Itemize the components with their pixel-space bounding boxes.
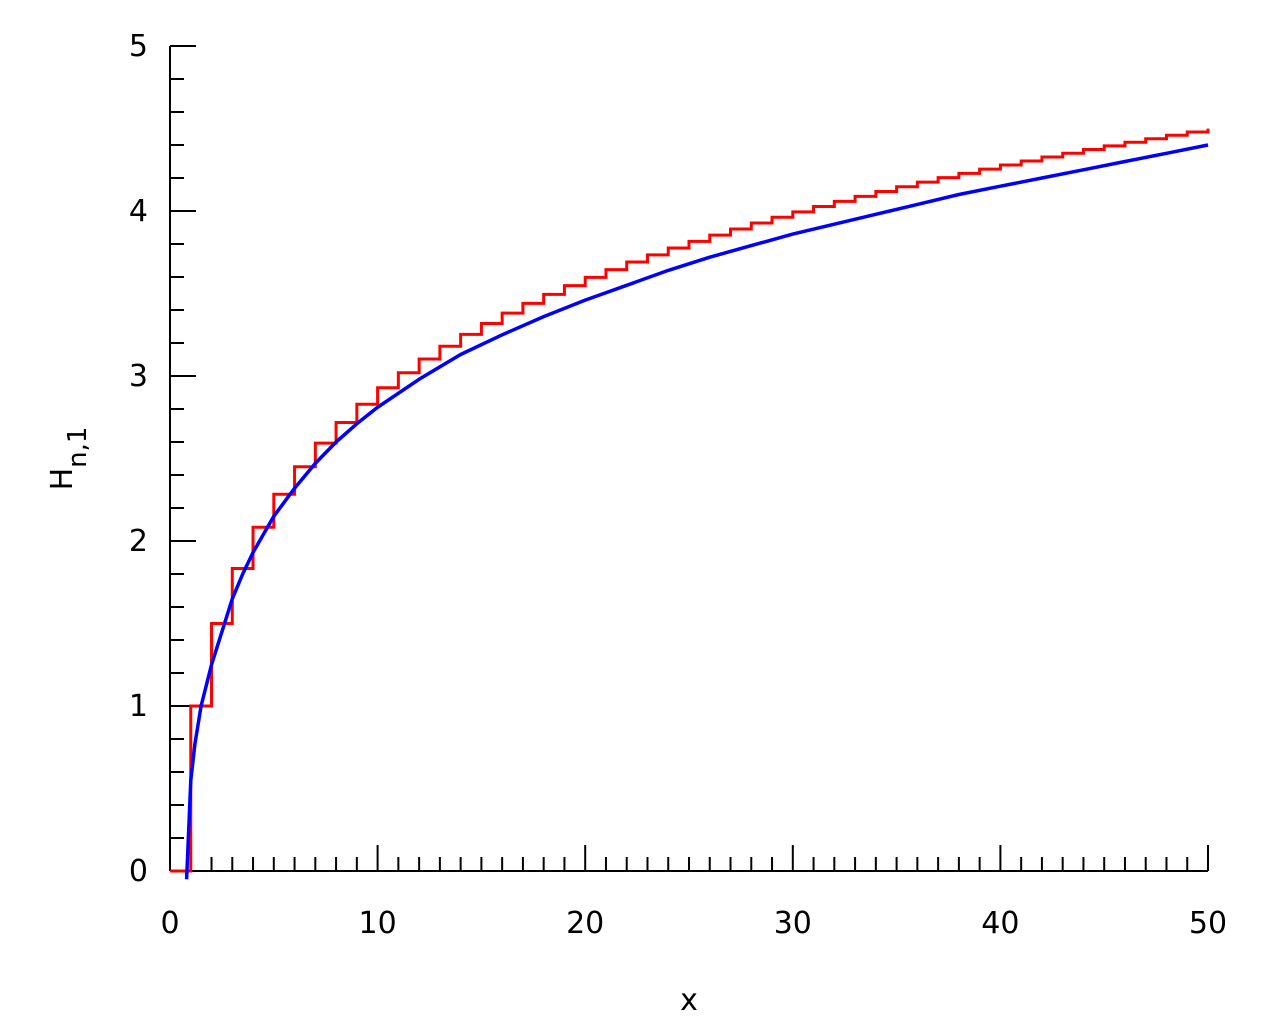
y-tick-label: 3 (129, 359, 148, 394)
y-tick-label: 1 (129, 689, 148, 724)
y-axis-title-main: H (45, 468, 80, 491)
step-series-line (170, 128, 1210, 873)
y-axis-title: Hn,1 (45, 427, 93, 491)
y-axis-title-subscript: n,1 (63, 427, 93, 468)
x-tick-label: 40 (981, 906, 1019, 941)
x-tick-label: 20 (566, 906, 604, 941)
x-tick-label: 30 (774, 906, 812, 941)
series-layer (170, 128, 1210, 880)
y-ticks: 0 1 2 3 4 5 (129, 29, 196, 889)
x-tick-label: 50 (1189, 906, 1227, 941)
x-tick-label: 0 (160, 906, 179, 941)
y-tick-label: 2 (129, 524, 148, 559)
axes: 0 1 2 3 4 5 0 10 20 30 40 50 (129, 29, 1227, 941)
x-tick-label: 10 (359, 906, 397, 941)
y-tick-label: 4 (129, 194, 148, 229)
y-tick-label: 5 (129, 29, 148, 64)
x-ticks: 0 10 20 30 40 50 (160, 845, 1227, 941)
y-tick-label: 0 (129, 854, 148, 889)
x-axis-title: x (680, 983, 698, 1018)
curve-series-line (184, 143, 1209, 880)
